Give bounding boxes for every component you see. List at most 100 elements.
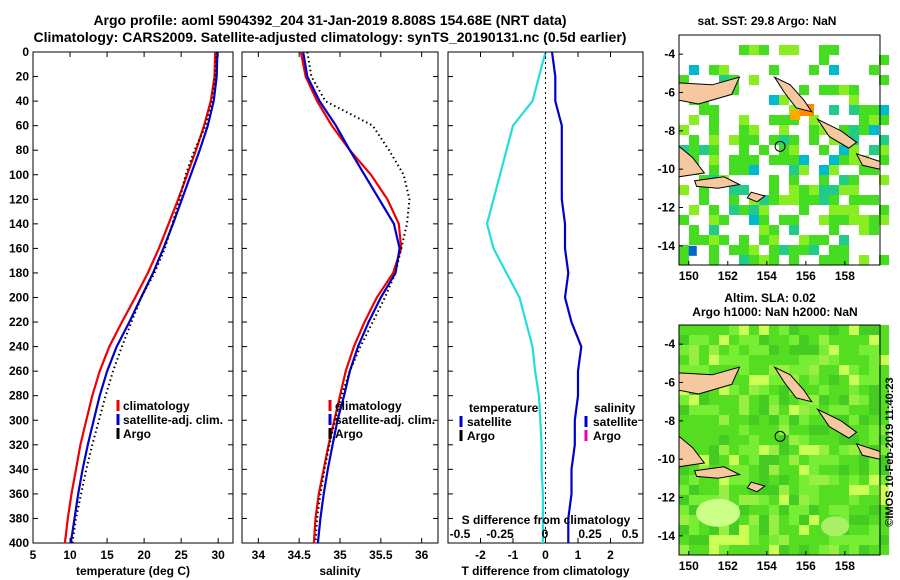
sla-map-cell	[819, 385, 829, 395]
sla-map-cell	[759, 455, 769, 465]
sla-map-cell	[789, 515, 799, 525]
sla-map-cell	[829, 535, 839, 545]
top-axis-tick-label: -0.5	[450, 527, 471, 541]
sla-map-cell	[709, 455, 719, 465]
sla-map-cell	[839, 535, 849, 545]
sst-map-cell	[689, 65, 699, 75]
sla-map-cell	[759, 525, 769, 535]
sla-map-cell	[779, 515, 789, 525]
diff-legend-label: Argo	[467, 429, 495, 443]
sla-map-cell	[849, 395, 859, 405]
sst-map-cell	[719, 235, 729, 245]
sst-map-cell	[839, 235, 849, 245]
sla-map-cell	[739, 355, 749, 365]
sla-map-cell	[859, 385, 869, 395]
sla-map-cell	[789, 495, 799, 505]
sst-map-cell	[709, 135, 719, 145]
sla-map-cell	[709, 415, 719, 425]
sla-map-cell	[789, 355, 799, 365]
sla-map-ytick-label: -6	[664, 376, 675, 390]
sst-map-cell	[739, 145, 749, 155]
sst-map-cell	[719, 75, 729, 85]
sla-map-cell	[789, 435, 799, 445]
salinity-profile-series-1	[302, 51, 401, 544]
sla-map-cell	[879, 425, 889, 435]
sst-map-cell	[779, 125, 789, 135]
sla-map-cell	[699, 325, 709, 335]
sla-map-xtick-label: 150	[679, 559, 699, 573]
sst-map	[678, 34, 889, 266]
sla-map-cell	[759, 355, 769, 365]
depth-tick-label: 40	[16, 94, 30, 108]
salinity-profile-xtick-label: 34	[252, 548, 266, 562]
sst-map-cell	[749, 245, 759, 255]
sla-map-cell	[759, 545, 769, 555]
sla-map-cell	[809, 535, 819, 545]
salinity-profile-legend-label: satellite-adj. clim.	[335, 413, 435, 427]
sla-map-cell	[819, 405, 829, 415]
difference-profile-xtick-label: 1	[575, 548, 582, 562]
sla-map-cell	[879, 395, 889, 405]
sst-map-cell	[739, 205, 749, 215]
sst-map-cell	[769, 235, 779, 245]
sla-map-cell	[849, 375, 859, 385]
sla-map-cell	[759, 375, 769, 385]
sla-map-cell	[679, 475, 689, 485]
sst-map-cell	[799, 195, 809, 205]
sst-map-cell	[719, 65, 729, 75]
sla-map-cell	[749, 535, 759, 545]
sla-map-cell	[839, 445, 849, 455]
sst-map-cell	[709, 205, 719, 215]
sla-map-cell	[729, 475, 739, 485]
sla-map-cell	[759, 505, 769, 515]
sla-map-cell	[759, 445, 769, 455]
sla-map-cell	[859, 465, 869, 475]
sla-map-title: Altim. SLA: 0.02	[724, 291, 816, 305]
sla-map-cell	[819, 365, 829, 375]
sla-map-cell	[709, 325, 719, 335]
sla-map-cell	[829, 545, 839, 555]
sst-map-cell	[839, 125, 849, 135]
sst-map-cell	[749, 75, 759, 85]
sla-map-cell	[819, 335, 829, 345]
salinity-profile-xtick-label: 34.5	[287, 548, 311, 562]
sla-map-land	[693, 466, 742, 479]
sla-map-cell	[679, 495, 689, 505]
sla-map-cell	[729, 425, 739, 435]
sla-map-cell	[789, 395, 799, 405]
sla-map-cell	[769, 345, 779, 355]
sla-map-cell	[769, 335, 779, 345]
sla-map-cell	[729, 485, 739, 495]
sst-map-cell	[859, 115, 869, 125]
difference-profile-xlabel: T difference from climatology	[461, 564, 629, 578]
sla-map-cell	[759, 465, 769, 475]
sla-map-cell	[819, 445, 829, 455]
sst-map-cell	[749, 205, 759, 215]
sst-warm-cell	[790, 109, 801, 120]
sla-map-cell	[799, 405, 809, 415]
sst-map-cell	[709, 165, 719, 175]
sst-map-cell	[869, 215, 879, 225]
sla-map-cell	[749, 415, 759, 425]
sst-map-cell	[789, 215, 799, 225]
sla-map-cell	[849, 415, 859, 425]
sst-map-cell	[739, 235, 749, 245]
sla-map-cell	[749, 405, 759, 415]
sst-map-cell	[879, 215, 889, 225]
sla-map-cell	[799, 495, 809, 505]
sst-map-cell	[749, 215, 759, 225]
sla-map-cell	[879, 525, 889, 535]
sst-map-cell	[789, 155, 799, 165]
sst-map-land	[816, 118, 858, 149]
sla-map-cell	[689, 515, 699, 525]
sla-map-ytick-label: -8	[664, 414, 675, 428]
sla-map-cell	[879, 435, 889, 445]
sla-map-cell	[749, 335, 759, 345]
sla-map-cell	[769, 455, 779, 465]
sst-map-cell	[779, 45, 789, 55]
sla-map-cell	[829, 435, 839, 445]
sla-map-cell	[799, 485, 809, 495]
depth-tick-label: 140	[9, 217, 29, 231]
sla-map-cell	[779, 365, 789, 375]
difference-profile-xtick-label: 2	[607, 548, 614, 562]
